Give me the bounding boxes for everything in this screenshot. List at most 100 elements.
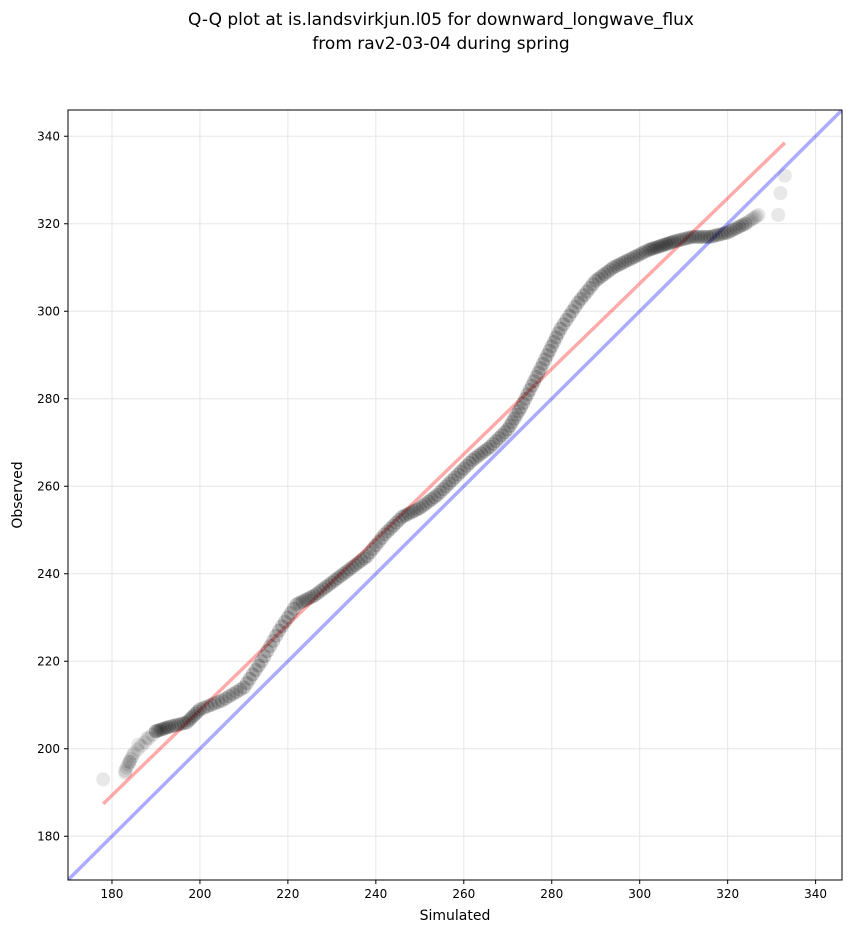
data-point: [324, 575, 339, 590]
data-point: [348, 558, 363, 572]
data-point: [319, 579, 333, 594]
data-point: [134, 738, 149, 753]
data-point: [513, 400, 528, 415]
data-point: [345, 560, 360, 575]
data-point: [225, 687, 240, 702]
data-point: [744, 212, 759, 227]
data-point: [483, 439, 498, 454]
data-point: [380, 524, 395, 539]
data-point: [691, 229, 706, 244]
data-point: [389, 515, 404, 530]
data-point: [706, 229, 720, 244]
data-point: [307, 588, 322, 603]
data-point: [720, 225, 735, 240]
data-point: [471, 448, 486, 463]
data-point: [222, 689, 237, 704]
data-point: [339, 564, 354, 579]
x-axis-label: Simulated: [420, 908, 491, 924]
data-point: [579, 284, 594, 299]
data-point: [533, 361, 548, 376]
data-point-tail: [122, 754, 137, 769]
data-point: [415, 498, 430, 513]
data-point: [424, 492, 439, 507]
data-point: [738, 216, 753, 231]
data-point: [711, 227, 726, 242]
data-point: [184, 711, 199, 726]
grid: [68, 110, 842, 880]
data-point: [121, 757, 136, 772]
data-point: [196, 700, 211, 715]
data-point: [562, 308, 577, 323]
data-point: [465, 453, 480, 467]
data-point: [751, 208, 766, 222]
data-point: [703, 229, 718, 244]
data-point: [445, 473, 460, 488]
data-point: [242, 671, 257, 686]
data-point: [145, 727, 160, 742]
data-point: [456, 461, 471, 476]
data-point: [717, 226, 732, 241]
data-point: [301, 591, 316, 606]
data-point: [524, 378, 539, 393]
data-point: [507, 411, 522, 426]
data-point: [190, 704, 205, 719]
data-point: [153, 722, 168, 737]
data-point: [559, 313, 574, 327]
y-tick-label: 180: [37, 829, 60, 843]
data-point-tail: [148, 724, 163, 739]
data-point: [729, 221, 744, 236]
data-point: [124, 751, 139, 766]
data-point-tail: [131, 737, 146, 752]
data-point: [544, 339, 559, 354]
data-point: [659, 237, 674, 252]
chart-title-line1: Q-Q plot at is.landsvirkjun.l05 for down…: [188, 10, 694, 30]
data-point: [694, 229, 709, 244]
y-tick-label: 200: [37, 742, 60, 756]
data-point: [462, 455, 477, 470]
data-point: [151, 723, 166, 738]
data-point: [453, 464, 468, 479]
data-point: [480, 442, 495, 457]
data-point: [582, 280, 597, 295]
data-point: [433, 485, 448, 500]
data-point: [459, 458, 474, 473]
data-point: [298, 593, 313, 607]
data-point: [173, 716, 188, 731]
data-point: [289, 597, 304, 612]
data-point: [632, 247, 647, 262]
data-point: [505, 415, 520, 430]
data-point: [574, 291, 589, 306]
data-point: [404, 505, 419, 520]
y-tick-label: 300: [37, 304, 60, 318]
data-point: [351, 555, 366, 570]
data-point: [511, 404, 526, 419]
data-point: [168, 718, 183, 733]
data-point: [170, 717, 185, 732]
data-point: [233, 682, 248, 697]
y-tick-label: 240: [37, 567, 60, 581]
data-point: [618, 254, 633, 269]
data-point: [313, 584, 328, 599]
data-point: [310, 586, 325, 601]
data-point: [214, 693, 229, 708]
data-point: [254, 654, 269, 669]
data-point: [155, 722, 170, 737]
data-point: [522, 383, 537, 397]
x-tick-label: 320: [716, 887, 739, 901]
data-point: [374, 531, 389, 546]
data-point: [211, 695, 226, 710]
data-point: [670, 233, 685, 248]
data-point: [412, 501, 427, 516]
data-point: [354, 553, 369, 568]
data-point: [489, 434, 504, 449]
data-point: [700, 229, 715, 244]
x-tick-label: 340: [804, 887, 827, 901]
data-point: [362, 545, 377, 560]
data-point: [321, 577, 336, 592]
data-point: [368, 538, 383, 553]
data-point: [688, 229, 703, 244]
data-point: [148, 724, 163, 739]
data-point: [742, 213, 757, 228]
data-point: [714, 226, 729, 241]
